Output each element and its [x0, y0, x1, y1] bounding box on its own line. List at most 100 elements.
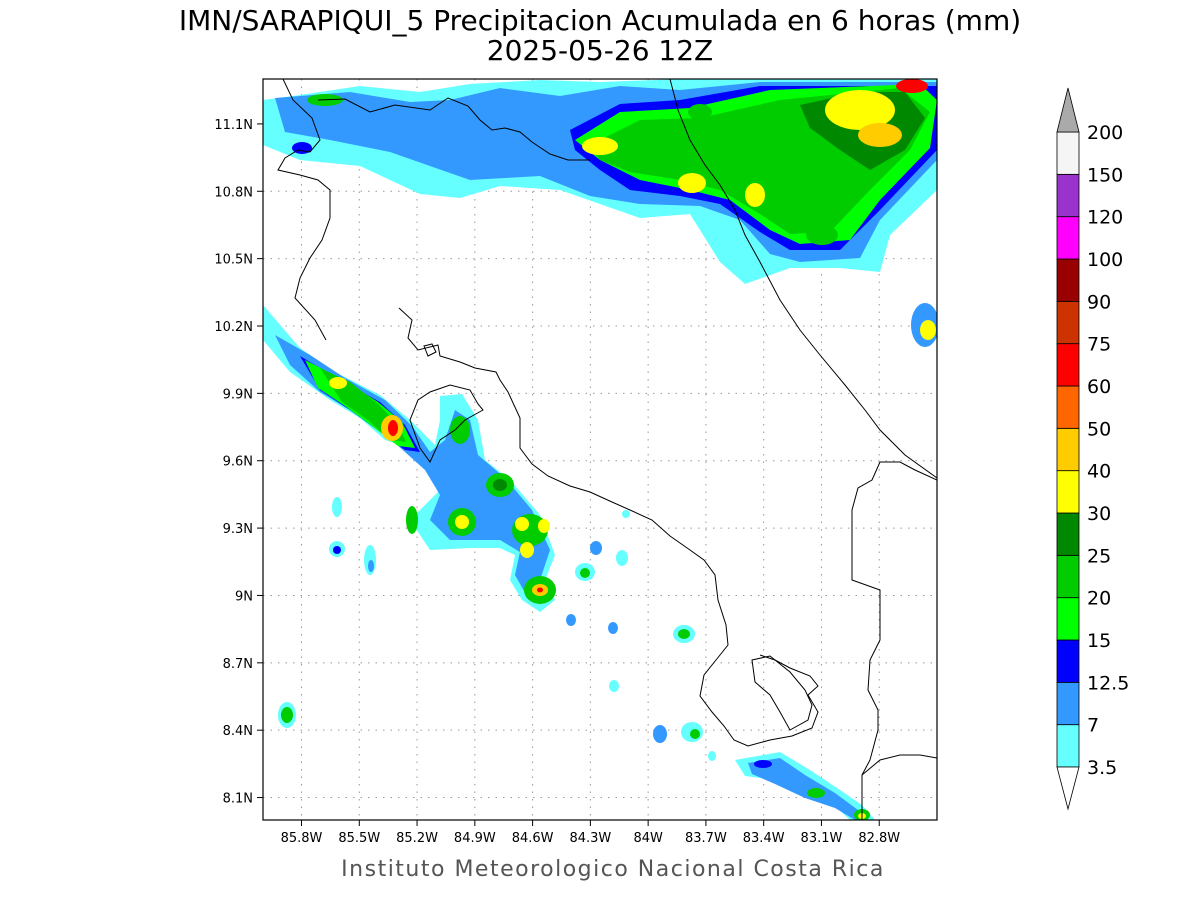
y-tick-label: 8.7N: [223, 657, 253, 672]
x-tick-label: 84.6W: [512, 831, 554, 846]
map-plot-frame: [262, 78, 938, 821]
caribbean-coast: [669, 79, 937, 479]
y-tick-label: 10.8N: [214, 185, 253, 200]
y-tick-label: 9.9N: [223, 387, 253, 402]
precip-region-north: [263, 79, 937, 347]
colorbar-label: 75: [1087, 334, 1111, 356]
colorbar-label: 30: [1087, 503, 1111, 525]
y-tick-label: 9.3N: [223, 522, 253, 537]
x-tick-label: 85.5W: [338, 831, 380, 846]
y-tick-label: 8.4N: [223, 724, 253, 739]
colorbar-swatch: [1056, 597, 1080, 641]
precip-cell-816-793: [807, 788, 825, 798]
precip-cell-684-634-core: [678, 629, 690, 639]
colorbar-swatch: [1056, 512, 1080, 556]
precip-cell-460-430: [450, 416, 470, 444]
colorbar-label: 3.5: [1087, 757, 1117, 779]
colorbar: 3.5 7 12.5 15 20 25 30 40 50 60 75 90 100 120 150 200: [1056, 87, 1129, 811]
precip-cell-530-530-core-2: [538, 519, 550, 533]
colorbar-label: 7: [1087, 715, 1099, 737]
northern-coast-and-border: [277, 79, 331, 341]
isla-chira: [423, 343, 437, 357]
colorbar-label: 90: [1087, 291, 1111, 313]
precip-cell-622-558: [616, 550, 628, 566]
panama-coast-south: [861, 754, 937, 776]
footer-credit: Instituto Meteorologico Nacional Costa R…: [341, 857, 885, 882]
precip-cell-500-485-core: [493, 479, 507, 491]
nicaragua-border-lake: [317, 97, 590, 161]
colorbar-swatch: [1056, 343, 1080, 387]
colorbar-top-arrow: [1056, 87, 1080, 133]
colorbar-label: 15: [1087, 630, 1111, 652]
map-title: IMN/SARAPIQUI_5 Precipitacion Acumulada …: [179, 4, 1021, 37]
y-tick-label: 11.1N: [214, 118, 253, 133]
precip-cell-370-560-core: [368, 560, 374, 572]
nicoya-peninsula-gulf: [398, 307, 819, 747]
precip-contour-7-south: [748, 758, 865, 820]
colorbar-label: 40: [1087, 461, 1111, 483]
precip-core-25-north-9: [630, 127, 650, 143]
colorbar-label: 120: [1087, 207, 1123, 229]
precip-core-60-north-3: [896, 79, 928, 93]
precip-core-40-north-4: [582, 137, 618, 155]
precipitation-shading: [263, 79, 937, 820]
precip-core-50-north-2: [858, 123, 902, 147]
x-tick-label: 84.3W: [569, 831, 611, 846]
precip-core-40-pacific-1: [329, 377, 347, 389]
colorbar-bottom-arrow: [1056, 766, 1080, 811]
precip-cell-530-530-core-3: [520, 542, 534, 558]
colorbar-swatch: [1056, 131, 1080, 175]
colorbar-label: 50: [1087, 418, 1111, 440]
colorbar-swatch: [1056, 681, 1080, 726]
colorbar-swatch: [1056, 258, 1080, 302]
precip-scattered-cells: [278, 497, 875, 820]
y-tick-label: 9.6N: [223, 455, 253, 470]
precip-region-pacific: [263, 305, 556, 612]
precip-core-30-north-7: [806, 225, 838, 245]
precip-cell-692-732-core: [690, 729, 700, 739]
colorbar-swatch: [1056, 427, 1080, 472]
x-tick-label: 85.8W: [281, 831, 323, 846]
precip-core-25-north-8: [688, 104, 712, 120]
precip-core-60-pacific-3: [388, 420, 398, 436]
precip-core-40-north-1: [825, 90, 895, 130]
precip-cell-462-522-core: [455, 515, 469, 529]
colorbar-swatch: [1056, 724, 1080, 768]
precip-cell-571-620: [566, 614, 576, 626]
golfo-dulce: [751, 655, 813, 731]
x-tick-label: 83.1W: [801, 831, 843, 846]
precip-cell-763-764: [754, 760, 772, 768]
colorbar-swatch: [1056, 470, 1080, 514]
y-tick-label: 9N: [235, 589, 253, 604]
panama-border-east: [851, 461, 937, 820]
colorbar-swatch: [1056, 216, 1080, 260]
precip-cell-540-590-peak: [537, 587, 543, 593]
colorbar-swatch: [1056, 385, 1080, 429]
x-tick-label: 82.8W: [858, 831, 900, 846]
precip-cell-660-734: [653, 725, 667, 743]
nicoya-inner-coast: [409, 384, 484, 463]
precip-cell-287-715-core: [281, 707, 293, 723]
colorbar-swatch: [1056, 554, 1080, 599]
x-tick-label: 84W: [633, 831, 663, 846]
colorbar-swatch: [1056, 639, 1080, 683]
coastlines-and-borders: [277, 79, 937, 820]
y-axis: 8.1N 8.4N 8.7N 9N 9.3N 9.6N 9.9N 10.2N 10.5N 10.8…: [214, 118, 263, 807]
colorbar-swatch: [1056, 300, 1080, 345]
x-tick-label: 83.7W: [685, 831, 727, 846]
x-tick-label: 85.2W: [396, 831, 438, 846]
x-axis: 85.8W 85.5W 85.2W 84.9W 84.6W 84.3W 84W 83.7W 83…: [281, 820, 900, 846]
y-tick-label: 8.1N: [223, 792, 253, 807]
precip-core-40-north-5: [678, 173, 706, 193]
precip-small-cell-east-core: [920, 320, 936, 340]
colorbar-label: 20: [1087, 588, 1111, 610]
map-subtitle: 2025-05-26 12Z: [487, 34, 713, 67]
precip-cell-530-530-core-1: [515, 517, 529, 531]
colorbar-label: 12.5: [1087, 672, 1129, 694]
precip-cell-712-756: [708, 751, 716, 761]
precip-cell-337-549-core: [333, 546, 341, 554]
colorbar-label: 150: [1087, 164, 1123, 186]
precip-cell-412-520: [406, 506, 418, 534]
x-tick-label: 83.4W: [743, 831, 785, 846]
